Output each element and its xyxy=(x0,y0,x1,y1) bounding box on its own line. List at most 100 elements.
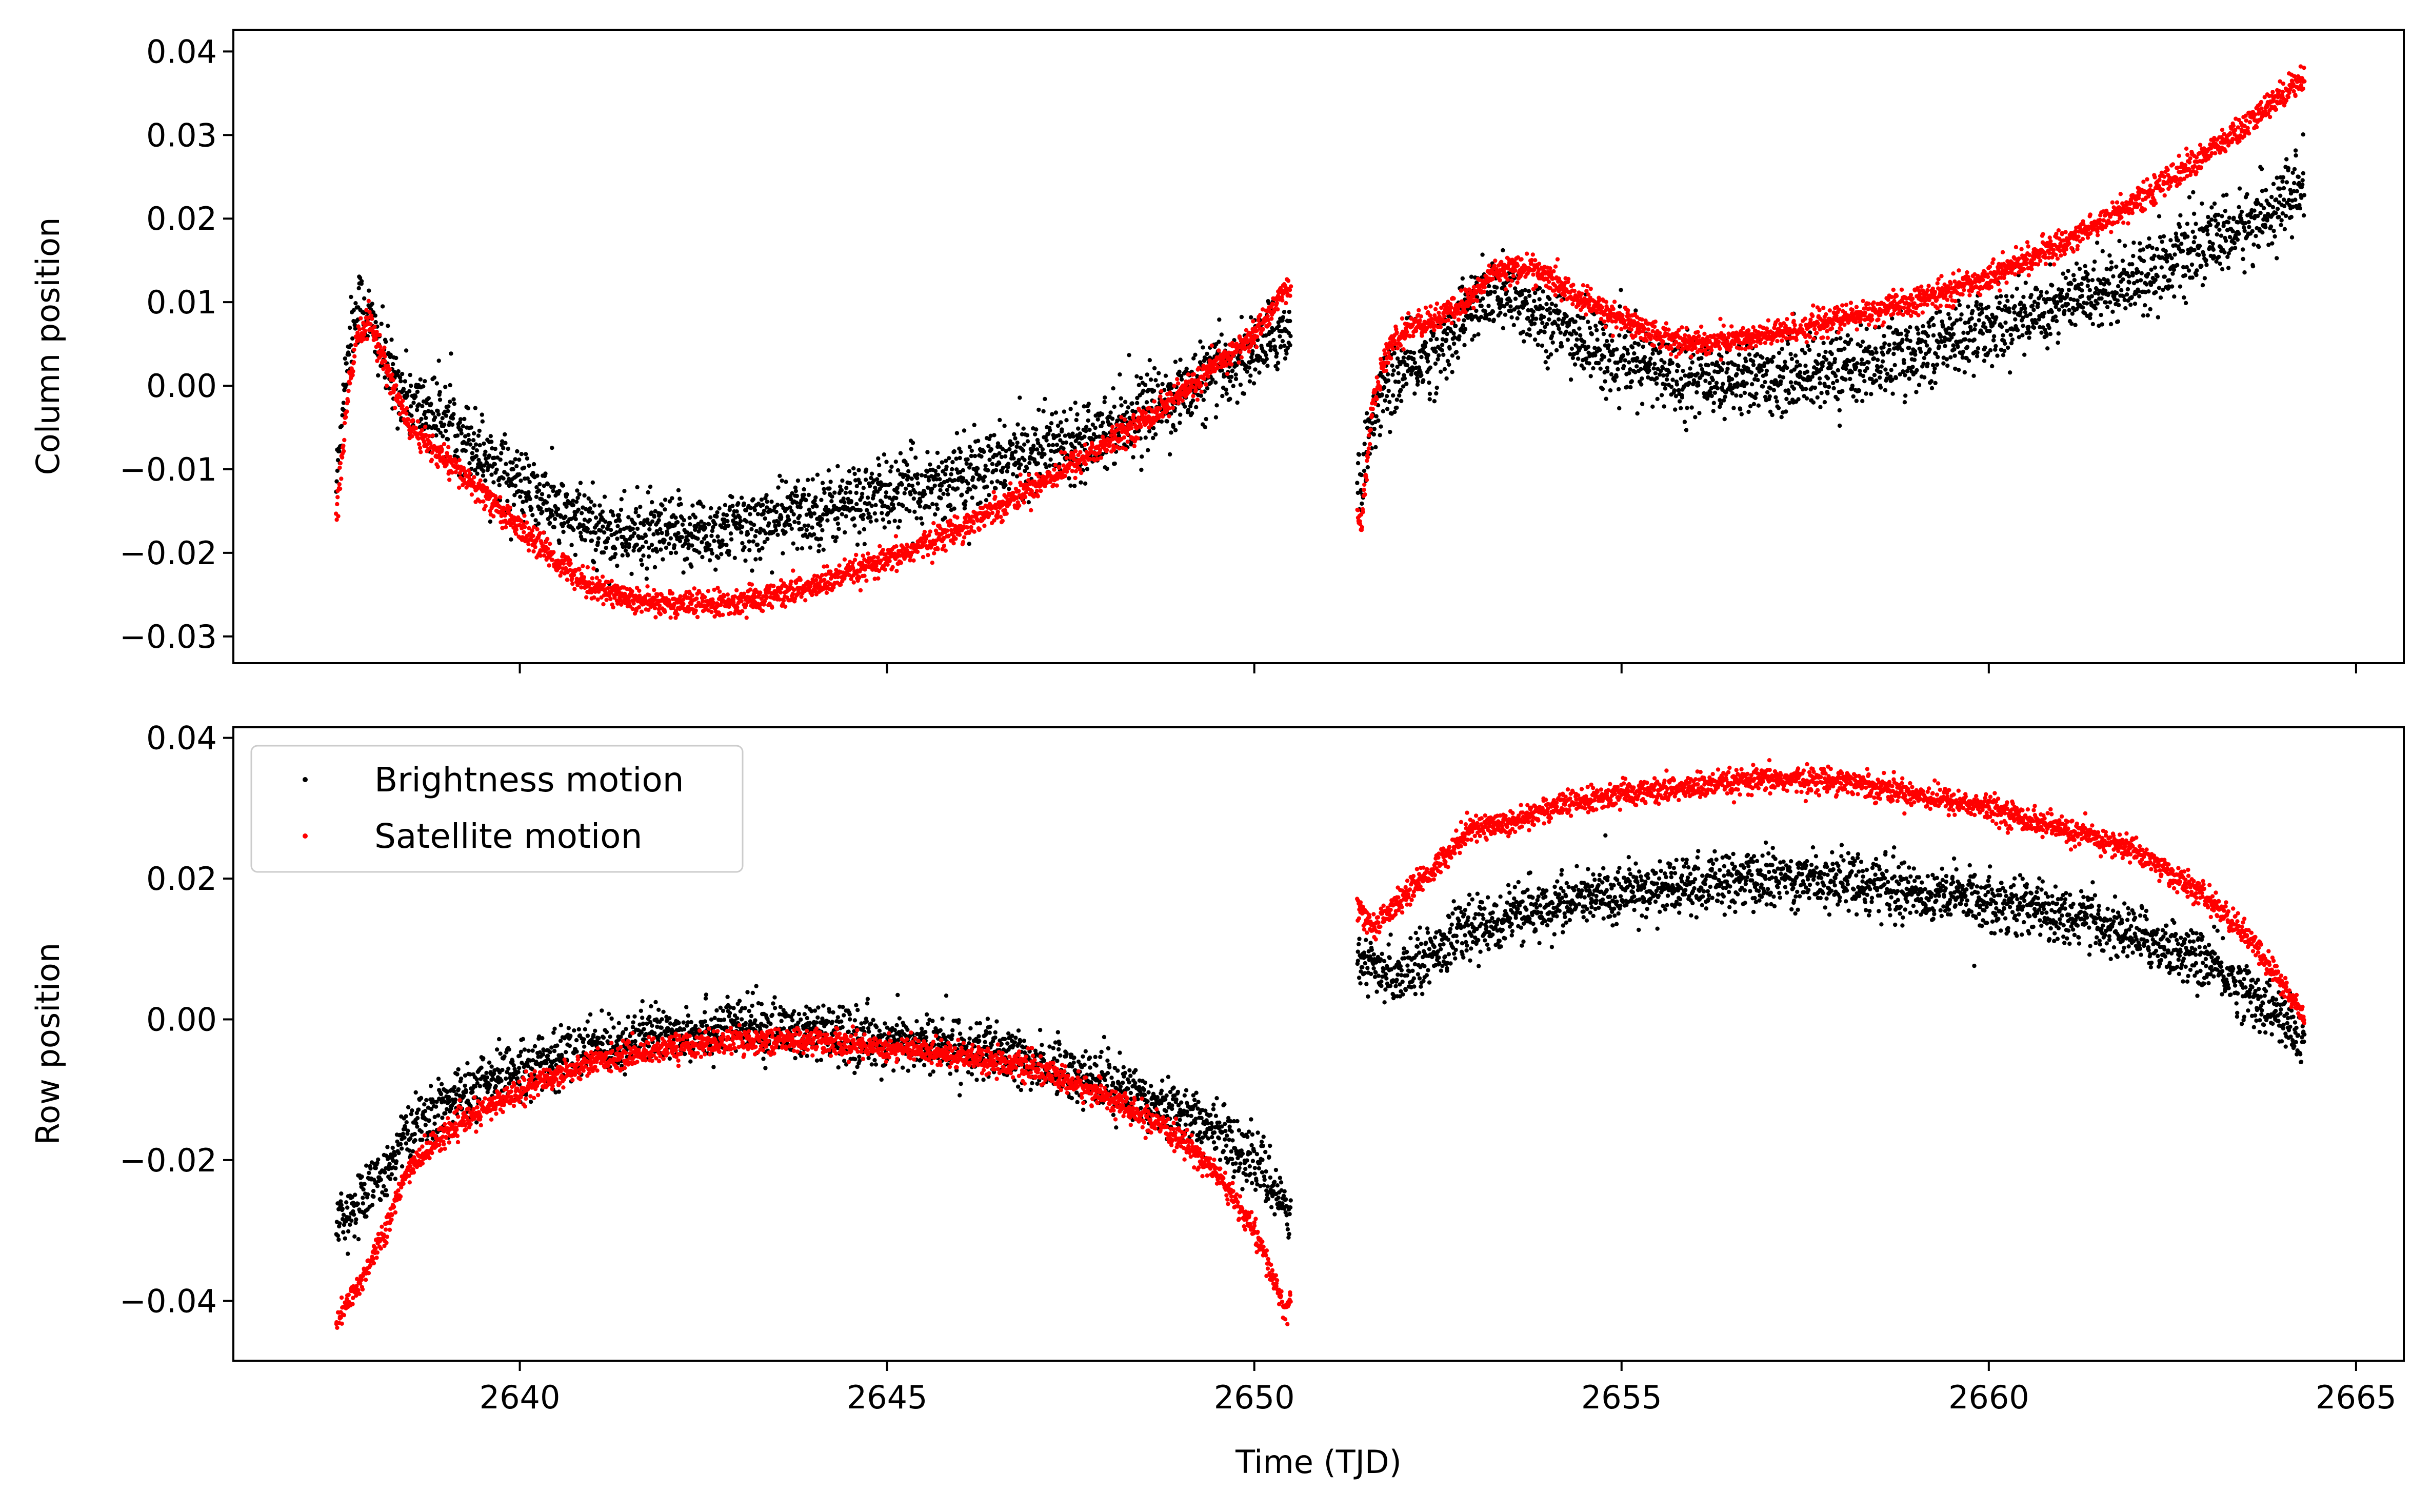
column-position-brightness-point xyxy=(819,498,824,502)
column-position-brightness-point xyxy=(1844,363,1849,368)
column-position-brightness-point xyxy=(2179,242,2184,246)
column-position-brightness-point xyxy=(1913,352,1918,357)
column-position-brightness-point xyxy=(1072,484,1077,488)
column-position-brightness-point xyxy=(1936,355,1940,360)
column-position-brightness-point xyxy=(752,508,757,512)
column-position-satellite-point xyxy=(570,581,575,586)
column-position-brightness-point xyxy=(972,423,976,427)
column-position-brightness-point xyxy=(1917,383,1922,387)
column-position-brightness-point xyxy=(1634,364,1639,369)
column-position-brightness-point xyxy=(1902,400,1907,405)
column-position-brightness-point xyxy=(2247,225,2251,229)
column-position-brightness-point xyxy=(825,511,830,516)
column-position-brightness-point xyxy=(633,510,638,514)
column-position-brightness-point xyxy=(2029,293,2034,297)
column-position-brightness-point xyxy=(1952,347,1957,352)
column-position-brightness-point xyxy=(446,409,450,413)
column-position-satellite-point xyxy=(383,354,387,359)
column-position-brightness-point xyxy=(796,521,801,525)
column-position-brightness-point xyxy=(1929,379,1934,384)
column-position-brightness-point xyxy=(2257,245,2261,249)
column-position-brightness-point xyxy=(1979,303,1984,307)
column-position-brightness-point xyxy=(965,489,970,494)
column-position-brightness-point xyxy=(2200,283,2205,288)
column-position-brightness-point xyxy=(517,457,522,462)
column-position-brightness-point xyxy=(1706,372,1711,376)
column-position-brightness-point xyxy=(1433,361,1438,366)
column-position-brightness-point xyxy=(1688,366,1692,371)
column-position-brightness-point xyxy=(1988,348,1993,353)
column-position-brightness-point xyxy=(2163,249,2168,253)
column-position-brightness-point xyxy=(2115,298,2120,303)
column-position-brightness-point xyxy=(1205,351,1209,356)
column-position-satellite-point xyxy=(417,446,423,450)
column-position-brightness-point xyxy=(895,468,901,473)
column-position-brightness-point xyxy=(1669,385,1674,389)
column-position-brightness-point xyxy=(2079,282,2084,286)
column-position-brightness-point xyxy=(676,531,681,535)
column-position-brightness-point xyxy=(892,519,897,523)
column-position-brightness-point xyxy=(1931,323,1936,328)
column-position-brightness-point xyxy=(1654,381,1659,386)
column-position-brightness-point xyxy=(1144,400,1149,405)
column-position-brightness-point xyxy=(1696,383,1701,388)
column-position-brightness-point xyxy=(466,432,471,437)
column-position-brightness-point xyxy=(1803,387,1808,391)
column-position-brightness-point xyxy=(1238,382,1243,387)
column-position-brightness-point xyxy=(1587,326,1592,330)
column-position-brightness-point xyxy=(858,481,862,485)
column-position-brightness-point xyxy=(972,453,978,459)
column-position-brightness-point xyxy=(1022,457,1027,463)
column-position-brightness-point xyxy=(545,482,550,487)
column-position-brightness-point xyxy=(940,460,944,465)
column-position-brightness-point xyxy=(920,521,925,526)
column-position-brightness-point xyxy=(1930,315,1935,321)
column-position-brightness-point xyxy=(1640,376,1644,381)
column-position-brightness-point xyxy=(1522,339,1526,344)
column-position-brightness-point xyxy=(1002,479,1007,484)
column-position-brightness-point xyxy=(1848,376,1852,382)
column-position-brightness-point xyxy=(2279,218,2284,223)
column-position-brightness-point xyxy=(879,480,883,485)
column-position-brightness-point xyxy=(344,382,349,387)
column-position-brightness-point xyxy=(1767,394,1772,399)
column-position-brightness-point xyxy=(2301,132,2305,137)
column-position-brightness-point xyxy=(683,541,688,546)
column-position-brightness-point xyxy=(1103,395,1107,400)
column-position-brightness-point xyxy=(938,488,943,492)
column-position-brightness-point xyxy=(1531,309,1536,314)
column-position-brightness-point xyxy=(1025,466,1029,470)
column-position-brightness-point xyxy=(2010,337,2015,342)
column-position-brightness-point xyxy=(405,393,410,398)
column-position-brightness-point xyxy=(1277,324,1281,329)
column-position-brightness-point xyxy=(2175,263,2180,267)
column-position-brightness-point xyxy=(1527,327,1532,332)
column-position-brightness-point xyxy=(2007,370,2012,375)
column-position-brightness-point xyxy=(608,521,612,526)
column-position-brightness-point xyxy=(1084,429,1088,433)
column-position-brightness-point xyxy=(1421,378,1426,383)
column-position-satellite-point xyxy=(604,598,609,602)
column-position-brightness-point xyxy=(1434,391,1439,396)
column-position-brightness-point xyxy=(947,484,952,489)
column-position-brightness-point xyxy=(679,502,683,507)
column-position-brightness-point xyxy=(1112,461,1117,466)
column-position-brightness-point xyxy=(1515,316,1520,321)
column-position-brightness-point xyxy=(776,485,781,490)
column-position-brightness-point xyxy=(1749,370,1754,375)
column-position-brightness-point xyxy=(933,469,938,473)
column-position-brightness-point xyxy=(1933,381,1938,385)
column-position-brightness-point xyxy=(687,515,692,520)
column-position-brightness-point xyxy=(2241,256,2245,262)
column-position-brightness-point xyxy=(1822,400,1827,405)
column-position-brightness-point xyxy=(341,401,346,405)
column-position-brightness-point xyxy=(1589,332,1594,336)
column-position-brightness-point xyxy=(503,441,508,445)
column-position-satellite-point xyxy=(595,597,600,602)
column-position-brightness-point xyxy=(1980,331,1985,336)
column-position-brightness-point xyxy=(442,422,447,427)
column-position-brightness-point xyxy=(1006,462,1011,466)
column-position-brightness-point xyxy=(743,558,748,563)
column-position-brightness-point xyxy=(1915,368,1919,372)
column-position-brightness-point xyxy=(1394,405,1399,410)
